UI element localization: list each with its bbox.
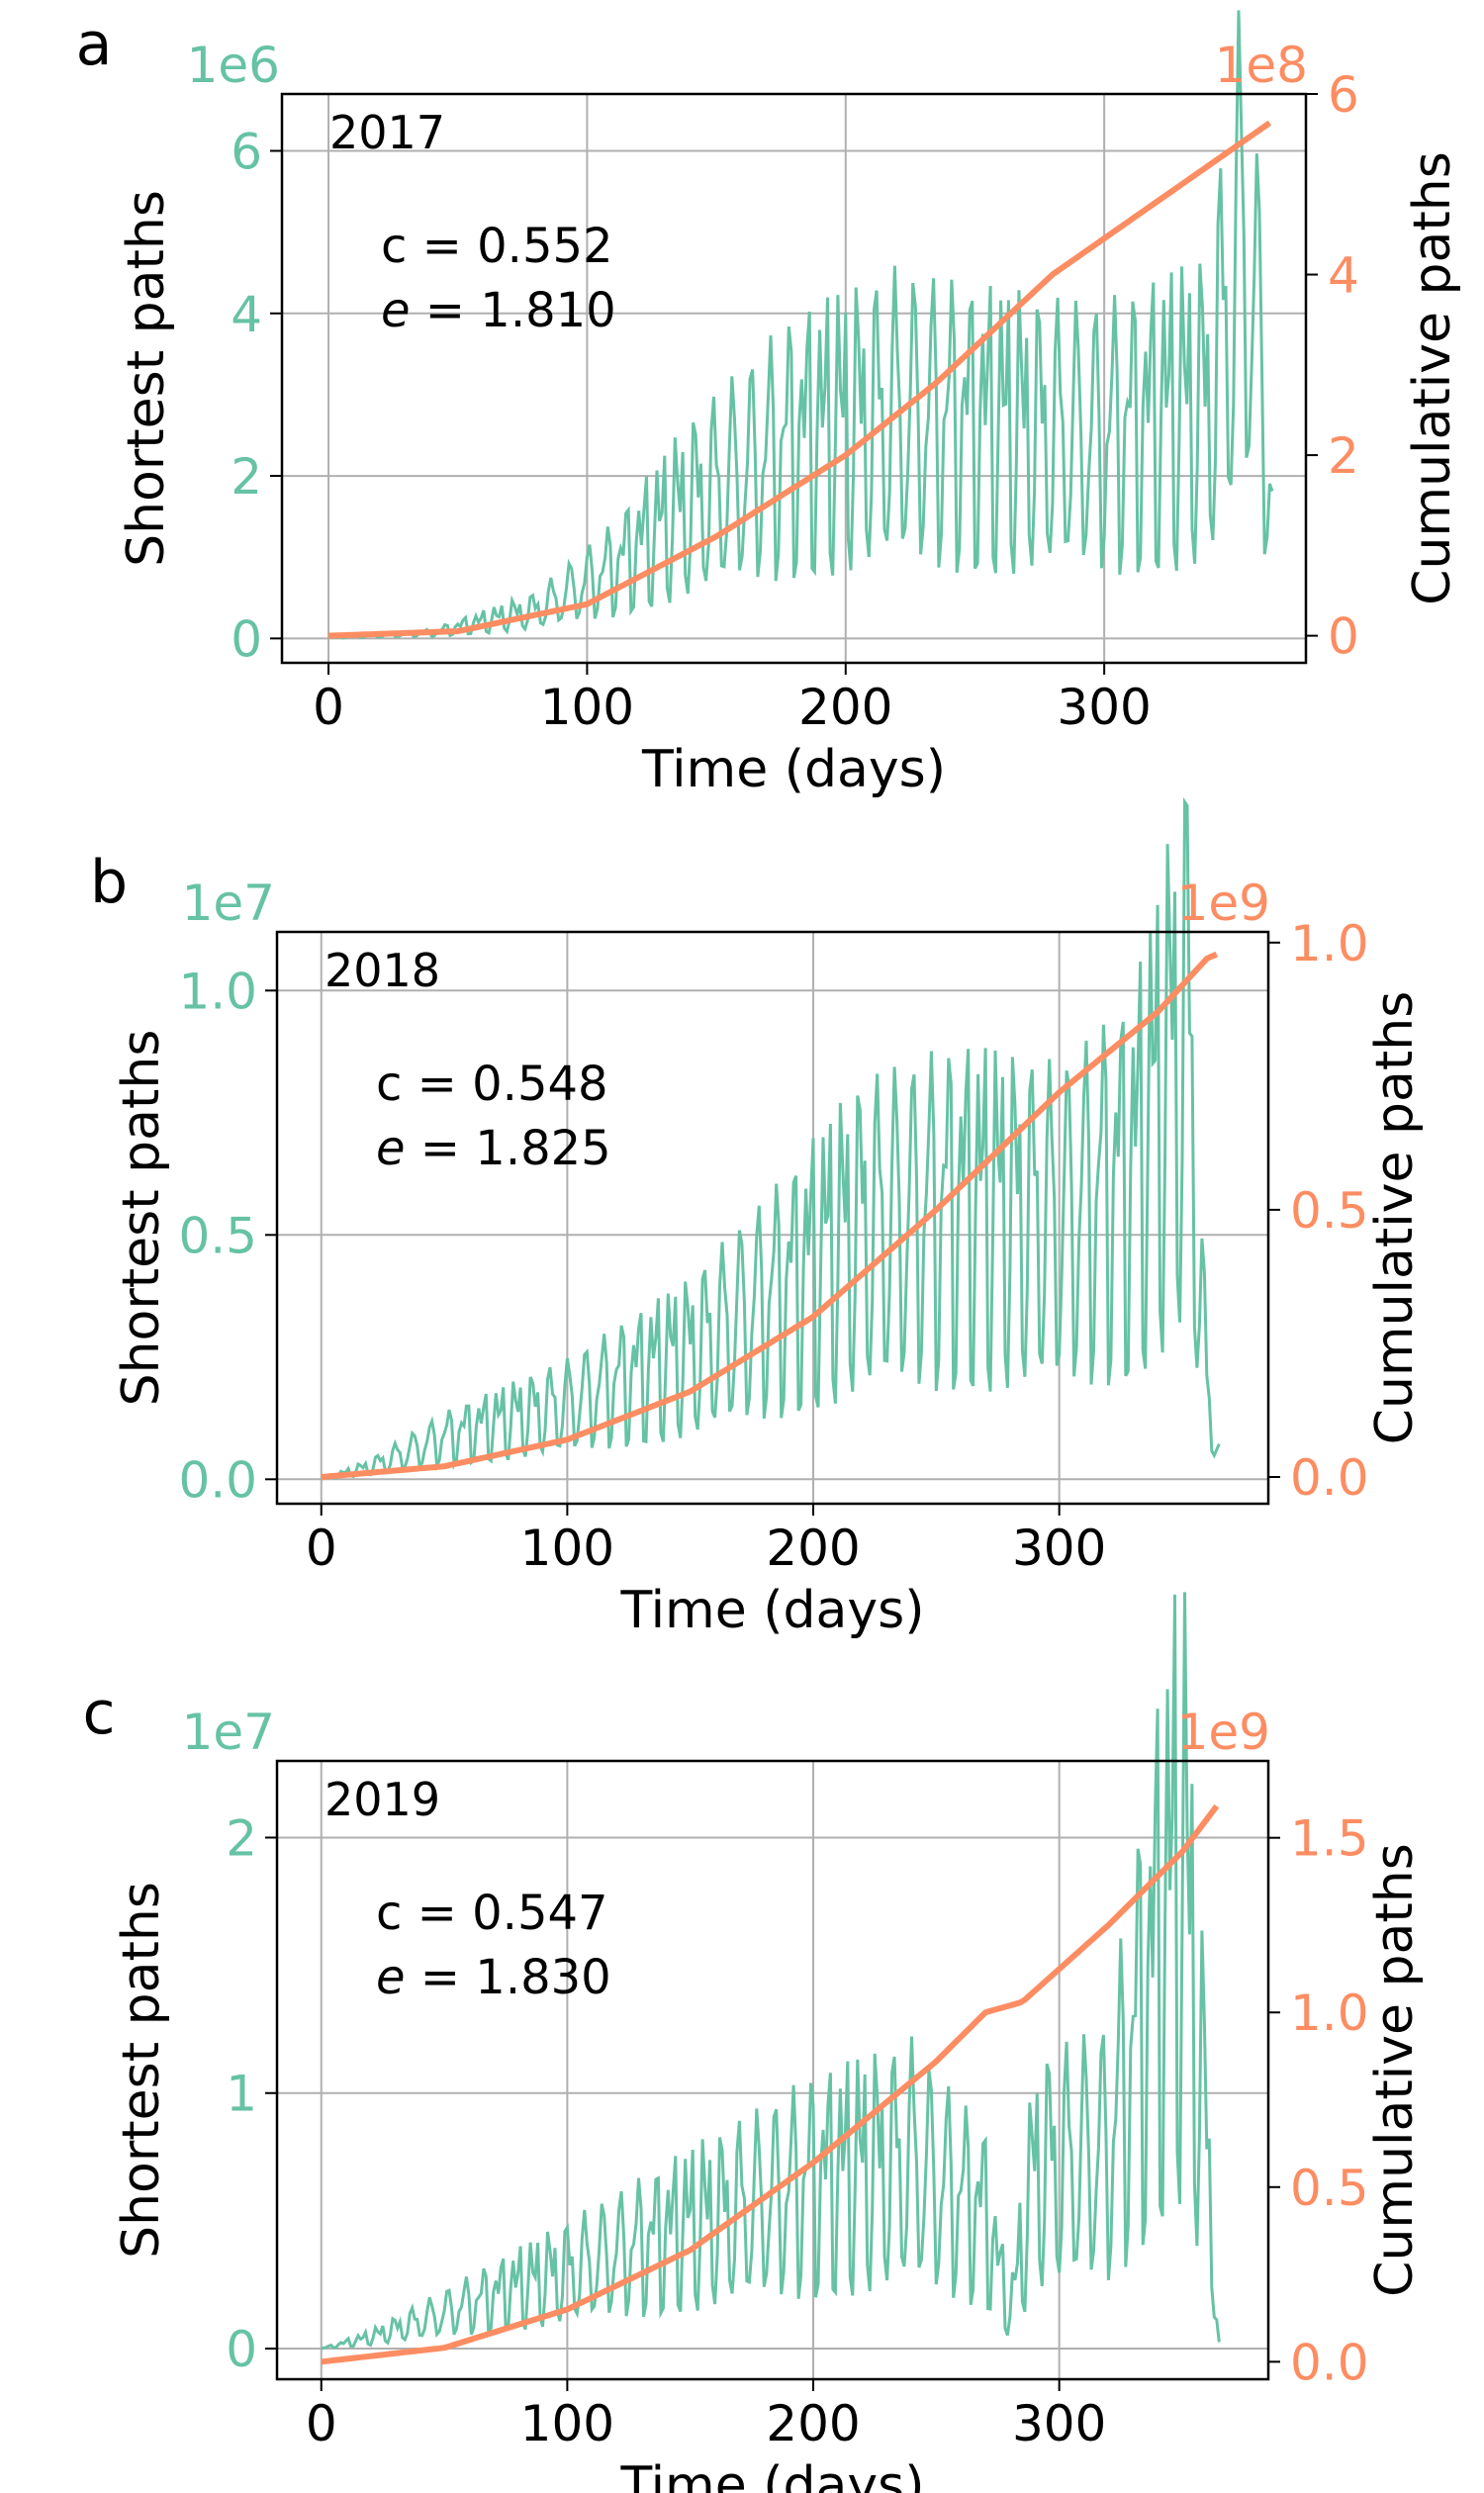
annotation-e-value: 1.825 bbox=[475, 1121, 610, 1176]
x-tick-label: 200 bbox=[798, 679, 892, 736]
x-tick-label: 100 bbox=[540, 679, 634, 736]
y-right-axis-label: Cumulative paths bbox=[1365, 991, 1425, 1445]
x-tick-label: 200 bbox=[766, 1520, 860, 1577]
y-right-tick-label: 0 bbox=[1328, 608, 1359, 666]
annotation-e-space bbox=[460, 1950, 475, 2005]
annotation-e-space bbox=[465, 283, 480, 338]
y-right-tick-label: 6 bbox=[1328, 66, 1359, 124]
chart-panel-a: 0 100 200 300 0 2 4 6 0 2 4 6 1e6 1e8 Time (days) Short… bbox=[76, 10, 1462, 799]
plot-frame bbox=[275, 930, 1270, 1506]
annotation-e-symbol: e bbox=[376, 1121, 406, 1176]
y-right-tick-label: 1.5 bbox=[1290, 1810, 1369, 1868]
annotation-c-space bbox=[457, 1886, 472, 1941]
y-right-tick-label: 2 bbox=[1328, 427, 1359, 485]
annotation-e-eq: = bbox=[406, 1121, 460, 1176]
annotation-e: e = 1.825 bbox=[376, 1121, 611, 1176]
chart-panel-c: 0 100 200 300 0 1 2 0.0 0.5 1.0 1.5 1e7 1e9 Time (day… bbox=[83, 1592, 1425, 2493]
x-tick-label: 300 bbox=[1057, 679, 1151, 736]
x-tick-label: 0 bbox=[313, 679, 344, 736]
left-axis-multiplier: 1e7 bbox=[182, 875, 275, 932]
x-tick-label: 0 bbox=[306, 2395, 337, 2452]
annotation-c-prefix: c = bbox=[381, 219, 462, 274]
x-tick-label: 0 bbox=[306, 1520, 337, 1577]
annotation-c-value: 0.552 bbox=[477, 219, 612, 274]
panel-letter: b bbox=[90, 848, 128, 917]
x-tick-label: 100 bbox=[520, 2395, 614, 2452]
left-axis-multiplier: 1e7 bbox=[182, 1704, 275, 1761]
year-label: 2017 bbox=[329, 106, 445, 159]
annotation-e-value: 1.810 bbox=[480, 283, 615, 338]
annotation-c-space bbox=[462, 219, 477, 274]
annotation-e-space bbox=[460, 1121, 475, 1176]
annotation-e-eq: = bbox=[411, 283, 465, 338]
y-left-tick-label: 2 bbox=[226, 1809, 257, 1867]
panel-letter: a bbox=[76, 10, 113, 79]
y-left-tick-label: 1 bbox=[226, 2066, 257, 2123]
y-left-axis-label: Shortest paths bbox=[112, 1882, 171, 2259]
x-tick-label: 100 bbox=[520, 1520, 614, 1577]
y-left-axis-label: Shortest paths bbox=[117, 190, 176, 567]
plot-frame bbox=[280, 92, 1308, 665]
y-left-tick-label: 0.0 bbox=[178, 1451, 257, 1509]
y-right-axis-label: Cumulative paths bbox=[1365, 1843, 1425, 2297]
plot-frame bbox=[275, 1759, 1270, 2381]
y-left-tick-label: 2 bbox=[231, 448, 262, 506]
x-axis-label: Time (days) bbox=[619, 2456, 924, 2493]
annotation-c: c = 0.552 bbox=[381, 219, 613, 274]
x-axis-label: Time (days) bbox=[619, 1581, 924, 1640]
right-axis-multiplier: 1e9 bbox=[1177, 1704, 1270, 1761]
annotation-c: c = 0.547 bbox=[376, 1886, 608, 1941]
annotation-e-value: 1.830 bbox=[475, 1950, 610, 2005]
y-right-tick-label: 0.5 bbox=[1290, 2160, 1369, 2217]
y-right-tick-label: 1.0 bbox=[1290, 1985, 1369, 2042]
annotation-e: e = 1.810 bbox=[381, 283, 616, 338]
annotation-e-symbol: e bbox=[376, 1950, 406, 2005]
annotation-e-eq: = bbox=[406, 1950, 460, 2005]
annotation-e: e = 1.830 bbox=[376, 1950, 611, 2005]
left-axis-multiplier: 1e6 bbox=[187, 37, 280, 94]
year-label: 2018 bbox=[325, 944, 440, 997]
y-right-tick-label: 1.0 bbox=[1290, 915, 1369, 972]
x-axis-label: Time (days) bbox=[641, 740, 946, 799]
y-right-tick-label: 0.0 bbox=[1290, 2334, 1369, 2391]
x-tick-label: 300 bbox=[1012, 1520, 1106, 1577]
series-line-shortest-paths bbox=[321, 796, 1221, 1481]
series-line-cumulative-paths bbox=[321, 951, 1218, 1480]
series-line-shortest-paths bbox=[321, 1592, 1221, 2351]
y-left-tick-label: 0 bbox=[231, 610, 262, 668]
x-tick-label: 200 bbox=[766, 2395, 860, 2452]
y-left-axis-label: Shortest paths bbox=[112, 1030, 171, 1407]
annotation-e-symbol: e bbox=[381, 283, 411, 338]
y-left-tick-label: 6 bbox=[231, 124, 262, 181]
annotation-c-prefix: c = bbox=[376, 1057, 457, 1112]
right-axis-multiplier: 1e8 bbox=[1215, 37, 1308, 94]
x-tick-label: 300 bbox=[1012, 2395, 1106, 2452]
series-line-cumulative-paths bbox=[327, 120, 1272, 639]
y-right-axis-label: Cumulative paths bbox=[1403, 151, 1462, 605]
y-left-tick-label: 1.0 bbox=[178, 963, 257, 1020]
y-right-tick-label: 0.0 bbox=[1290, 1449, 1369, 1507]
series-line-cumulative-paths bbox=[321, 1803, 1220, 2365]
right-axis-multiplier: 1e9 bbox=[1177, 875, 1270, 932]
annotation-c-prefix: c = bbox=[376, 1886, 457, 1941]
y-left-tick-label: 0 bbox=[226, 2321, 257, 2378]
y-left-tick-label: 4 bbox=[231, 286, 262, 343]
annotation-c-value: 0.547 bbox=[472, 1886, 607, 1941]
annotation-c-value: 0.548 bbox=[472, 1057, 607, 1112]
chart-panel-b: 0 100 200 300 0.0 0.5 1.0 0.0 0.5 1.0 1e7 1e9 Time (… bbox=[90, 796, 1425, 1640]
y-right-tick-label: 0.5 bbox=[1290, 1182, 1369, 1240]
y-right-tick-label: 4 bbox=[1328, 247, 1359, 305]
y-left-tick-label: 0.5 bbox=[178, 1207, 257, 1264]
panel-letter: c bbox=[83, 1679, 116, 1748]
annotation-c-space bbox=[457, 1057, 472, 1112]
year-label: 2019 bbox=[325, 1773, 440, 1826]
annotation-c: c = 0.548 bbox=[376, 1057, 608, 1112]
